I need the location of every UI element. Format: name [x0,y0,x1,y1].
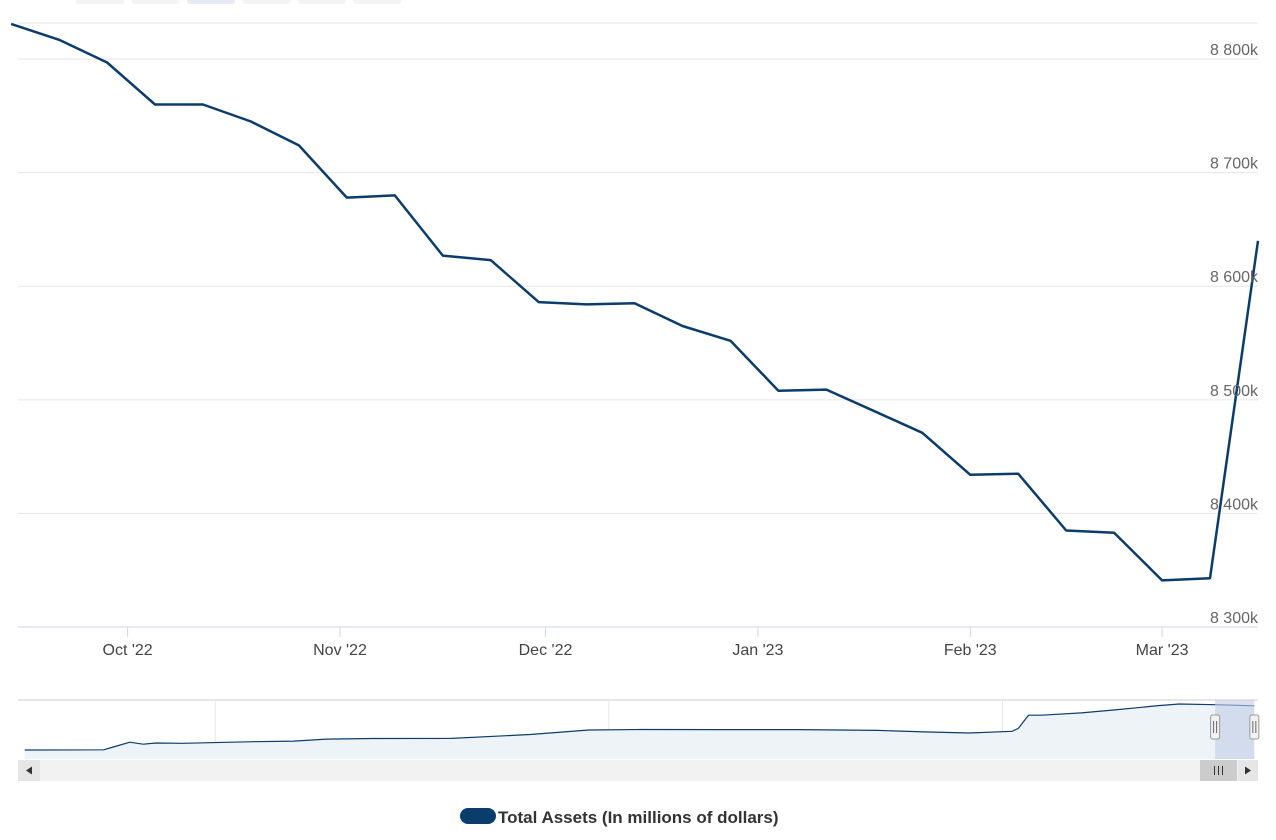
navigator[interactable]: 201020152020 [18,699,1260,759]
y-grid [18,22,1258,628]
x-axis-labels: Oct '22 Nov '22 Dec '22 Jan '23 Feb '23 Mar '… [103,642,1189,659]
y-tick-label: 8 700k [1210,156,1259,173]
range-button-2[interactable] [131,0,180,4]
legend-series-swatch[interactable] [460,808,496,824]
scroll-right-button[interactable] [1238,760,1258,781]
navigator-selected-range[interactable] [1215,700,1255,759]
navigator-series-line [24,703,1255,751]
x-tick-label: Dec '22 [519,642,573,659]
navigator-handle-body[interactable] [1249,714,1260,740]
range-button-5[interactable] [298,0,346,4]
y-tick-label: 8 600k [1210,269,1259,286]
navigator-handle-body[interactable] [1210,714,1221,740]
x-tick-label: Mar '23 [1136,642,1189,659]
range-selector-buttons[interactable] [76,0,402,4]
range-button-3[interactable] [187,0,235,4]
y-tick-label: 8 300k [1210,610,1259,627]
y-axis-labels: 8 800k 8 700k 8 600k 8 500k 8 400k 8 300k [1210,42,1259,627]
x-tick-label: Jan '23 [732,642,783,659]
x-tick-label: Feb '23 [944,642,997,659]
triangle-left-icon [26,766,32,775]
range-button-6[interactable] [353,0,402,4]
y-tick-label: 8 400k [1210,496,1259,513]
y-tick-label: 8 800k [1210,42,1259,59]
series-line-total-assets[interactable] [10,22,1260,582]
scrollbar-track[interactable] [18,760,1258,781]
legend-series-label[interactable]: Total Assets (In millions of dollars) [498,808,779,827]
x-axis-ticks [127,627,1163,637]
scrollbar-thumb[interactable] [1200,760,1237,781]
range-button-1[interactable] [76,0,124,4]
y-tick-label: 8 500k [1210,383,1259,400]
range-button-4[interactable] [242,0,291,4]
x-tick-label: Nov '22 [313,642,367,659]
navigator-area [24,704,1255,759]
navigator-handle-left[interactable] [1210,714,1221,740]
scroll-left-button[interactable] [18,760,40,781]
legend[interactable]: Total Assets (In millions of dollars) [460,808,779,827]
triangle-right-icon [1245,766,1251,775]
scrollbar[interactable] [18,760,1258,781]
navigator-handle-right[interactable] [1249,714,1260,740]
x-tick-label: Oct '22 [103,642,153,659]
